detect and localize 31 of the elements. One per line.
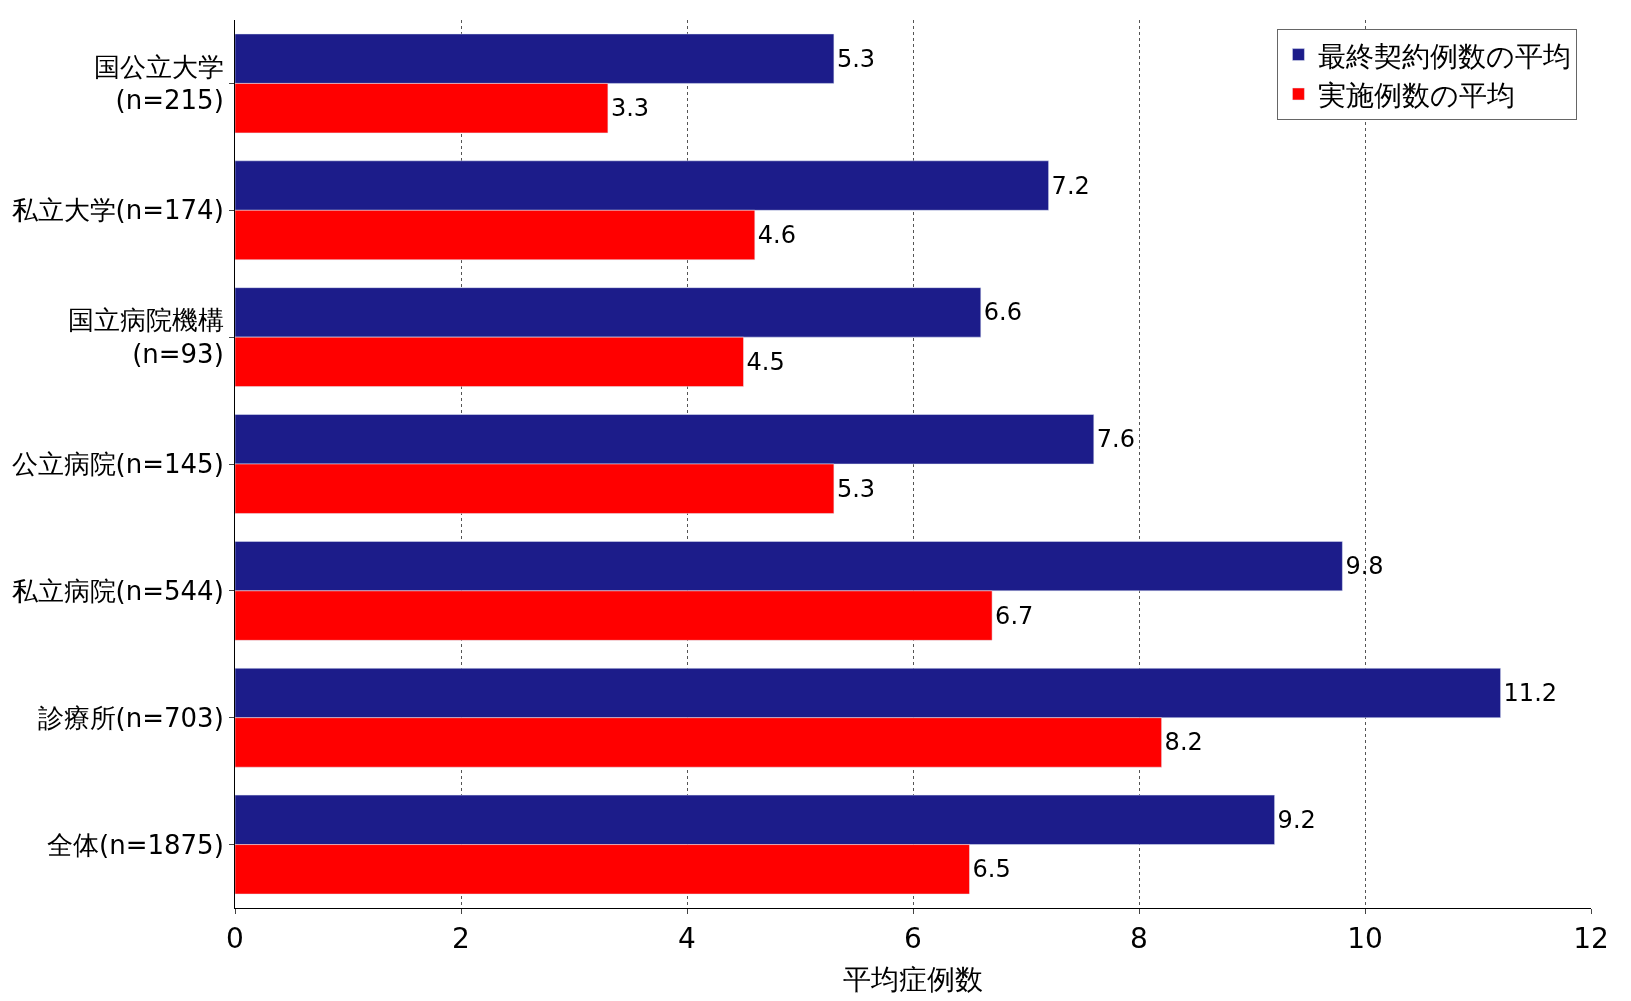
x-tick-label: 10 — [1347, 921, 1383, 955]
data-label: 3.3 — [610, 94, 650, 123]
y-tick-label: 私立病院(n=544) — [11, 575, 224, 606]
legend-label: 最終契約例数の平均 — [1318, 39, 1572, 73]
data-label: 7.2 — [1051, 171, 1090, 200]
data-label: 7.6 — [1096, 425, 1135, 454]
x-tick-label: 4 — [678, 921, 696, 955]
x-tick-label: 2 — [452, 921, 470, 955]
y-tick-label: 公立病院(n=145) — [11, 449, 224, 480]
data-label: 4.6 — [757, 221, 796, 250]
data-label: 5.3 — [836, 44, 876, 73]
x-tick-label: 6 — [904, 921, 922, 955]
data-label: 9.2 — [1277, 805, 1316, 834]
data-label: 6.6 — [983, 298, 1022, 327]
data-label: 8.2 — [1164, 728, 1203, 757]
data-label: 9.8 — [1345, 552, 1384, 581]
y-tick-label: 国立病院機構 (n=93) — [67, 305, 224, 370]
y-tick-label: 私立大学(n=174) — [11, 195, 224, 226]
data-label: 4.5 — [746, 347, 785, 376]
x-tick-label: 8 — [1130, 921, 1148, 955]
data-label: 11.2 — [1503, 678, 1558, 707]
data-label: 6.5 — [972, 855, 1011, 884]
data-label: 5.3 — [836, 474, 876, 503]
y-tick-label: 全体(n=1875) — [47, 829, 224, 860]
x-tick-label: 12 — [1573, 921, 1609, 955]
x-axis-title: 平均症例数 — [843, 962, 983, 996]
data-label: 6.7 — [995, 601, 1034, 630]
legend-label: 実施例数の平均 — [1318, 78, 1516, 112]
y-tick-label: 診療所(n=703) — [37, 702, 224, 733]
x-tick-label: 0 — [226, 921, 244, 955]
y-tick-label: 国公立大学 (n=215) — [93, 51, 224, 116]
